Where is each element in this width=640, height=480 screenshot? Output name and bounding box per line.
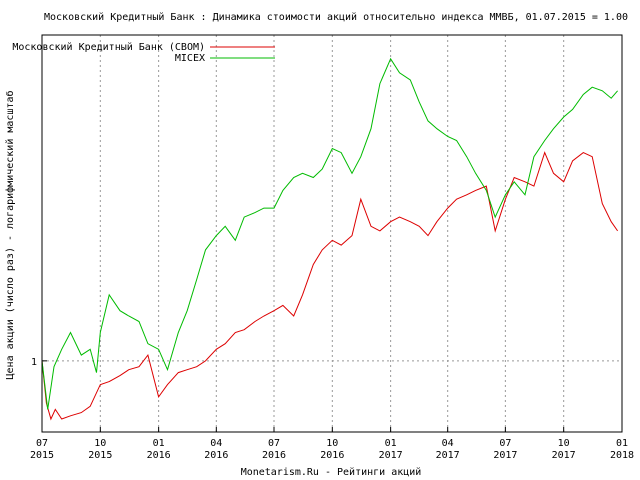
x-tick-label: 10 2015 (88, 438, 112, 461)
x-tick-label-line: 2016 (147, 450, 171, 461)
series-2-line (41, 57, 618, 410)
x-tick-label-line: 01 (616, 438, 628, 449)
x-axis-label: Monetarism.Ru - Рейтинги акций (241, 466, 422, 478)
x-tick-label-line: 10 (326, 438, 338, 449)
x-tick-label: 10 2016 (320, 438, 344, 461)
y-tick-label: 1 (31, 357, 37, 368)
x-tick-label-line: 04 (210, 438, 222, 449)
legend: Московский Кредитный Банк (CBOM)MICEX (12, 41, 275, 64)
legend-label: MICEX (175, 53, 205, 64)
x-tick-label: 10 2017 (552, 438, 576, 461)
series-layer (41, 57, 619, 421)
x-tick-label-line: 2017 (552, 450, 576, 461)
x-tick-label: 04 2017 (436, 438, 460, 461)
x-tick-label: 01 2017 (379, 438, 403, 461)
x-tick-label-line: 2017 (436, 450, 460, 461)
x-tick-label: 07 2015 (30, 438, 54, 461)
series-1-line (41, 151, 619, 421)
x-tick-label-line: 2016 (320, 450, 344, 461)
x-tick-label-line: 2016 (262, 450, 286, 461)
x-tick-label: 04 2016 (204, 438, 228, 461)
plot-frame (41, 34, 623, 433)
x-tick-label-line: 04 (442, 438, 454, 449)
series-2 (41, 57, 618, 410)
x-tick-label-line: 2018 (610, 450, 634, 461)
grid-layer (42, 35, 622, 432)
x-tick-label-line: 01 (385, 438, 397, 449)
y-axis-label: Цена акции (число раз) - логарифмический… (4, 91, 16, 380)
x-tick-label-line: 2015 (30, 450, 54, 461)
x-tick-label: 07 2017 (493, 438, 517, 461)
x-tick-label-line: 2015 (88, 450, 112, 461)
x-tick-label-line: 07 (268, 438, 280, 449)
x-tick-label-line: 07 (36, 438, 48, 449)
x-tick-label-line: 2016 (204, 450, 228, 461)
x-tick-label: 01 2018 (610, 438, 634, 461)
chart-title: Московский Кредитный Банк : Динамика сто… (44, 11, 628, 23)
x-tick-label-line: 01 (153, 438, 165, 449)
series-1 (41, 151, 619, 421)
x-tick-label-line: 10 (558, 438, 570, 449)
x-tick-label-line: 10 (94, 438, 106, 449)
x-tick-label-line: 2017 (379, 450, 403, 461)
x-tick-label: 07 2016 (262, 438, 286, 461)
x-tick-label-line: 07 (499, 438, 511, 449)
x-tick-label: 01 2016 (147, 438, 171, 461)
x-tick-label-line: 2017 (493, 450, 517, 461)
legend-label: Московский Кредитный Банк (CBOM) (12, 41, 205, 53)
